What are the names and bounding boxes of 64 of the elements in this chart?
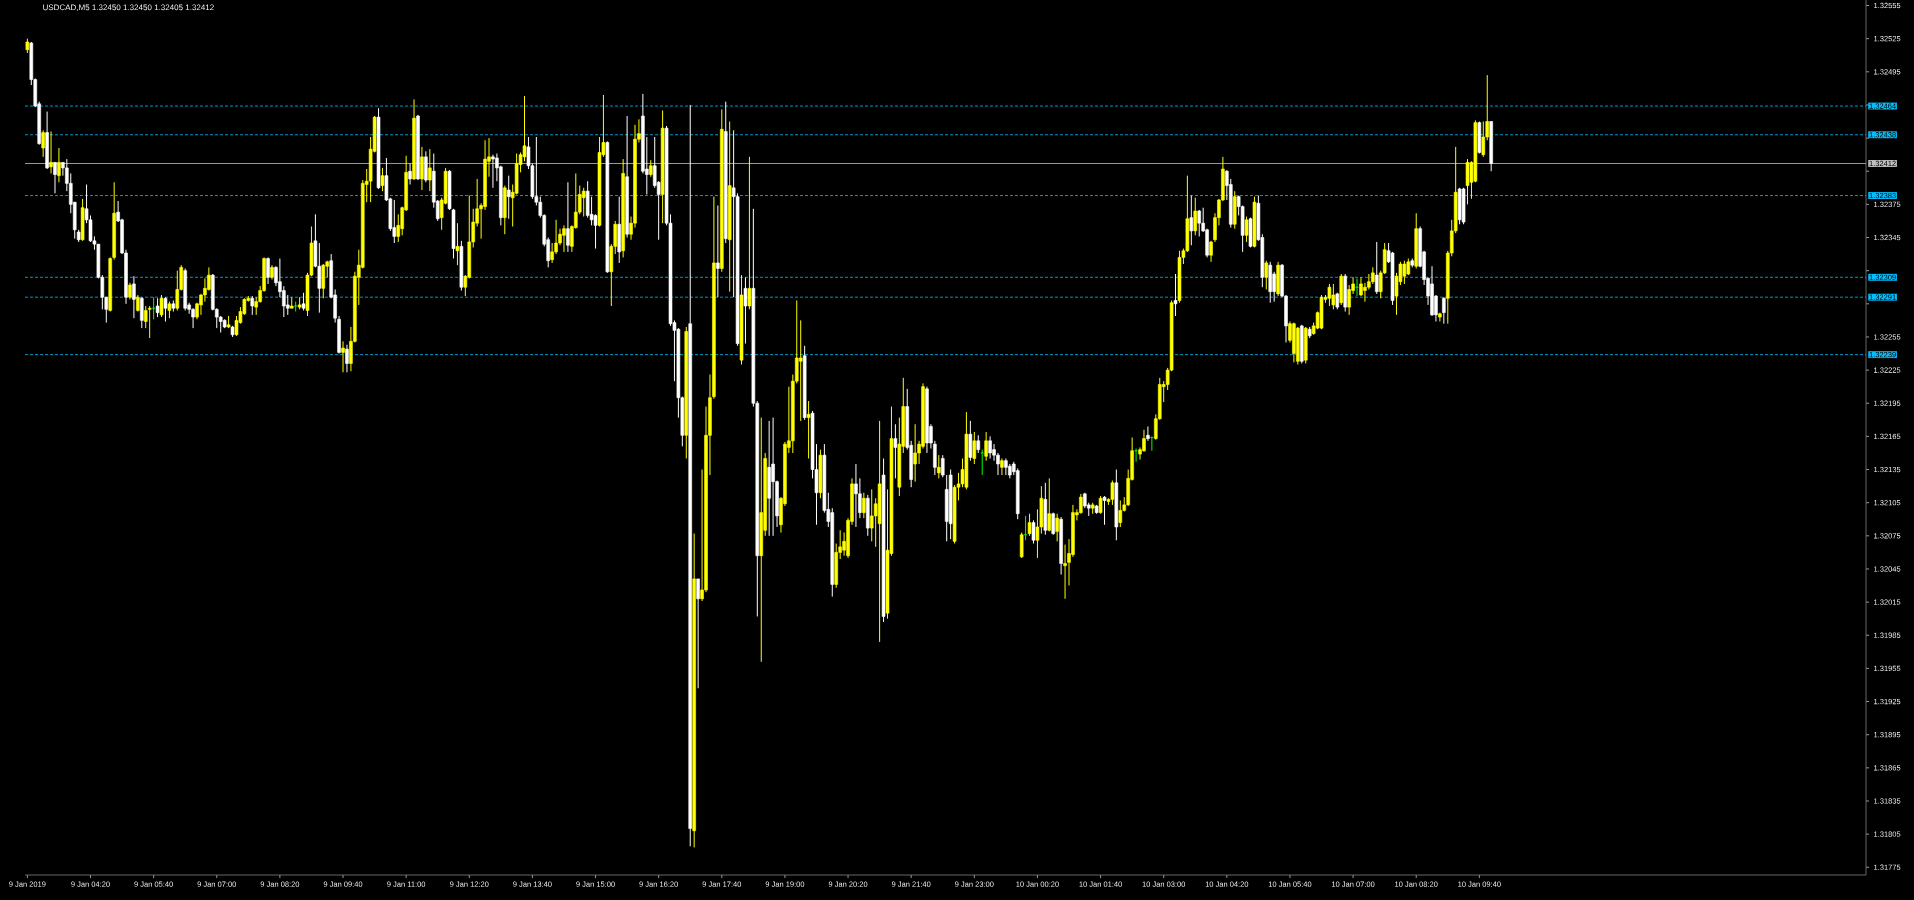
candlestick — [140, 296, 144, 329]
candlestick — [893, 423, 898, 479]
candlestick — [1442, 296, 1446, 325]
candlestick — [491, 154, 495, 189]
candlestick — [1244, 216, 1249, 243]
candlestick — [424, 150, 428, 183]
candlestick — [1027, 513, 1032, 537]
candlestick — [988, 435, 992, 459]
candlestick — [1004, 457, 1008, 476]
candlestick — [266, 256, 270, 285]
candlestick — [1019, 532, 1024, 559]
candlestick — [1481, 121, 1486, 158]
candlestick — [696, 578, 700, 689]
candlestick — [562, 224, 566, 253]
candlestick — [771, 417, 775, 537]
candlestick — [345, 344, 349, 373]
candlestick — [455, 222, 460, 266]
candlestick — [175, 270, 180, 311]
candlestick — [341, 340, 345, 373]
candlestick — [1264, 260, 1269, 290]
candlestick — [566, 181, 570, 253]
candlestick — [984, 431, 988, 462]
candlestick — [53, 161, 57, 194]
candlestick — [1110, 480, 1115, 506]
candlestick — [408, 163, 412, 185]
candlestick — [798, 319, 803, 422]
candlestick — [1146, 425, 1150, 442]
candlestick — [506, 175, 511, 220]
candlestick — [913, 423, 917, 483]
candlestick — [980, 449, 984, 476]
candlestick — [159, 294, 164, 318]
candlestick — [392, 199, 397, 244]
candlestick — [862, 492, 866, 519]
chart-title: USDCAD,M5 1.32450 1.32450 1.32405 1.32412 — [43, 4, 214, 12]
candlestick — [854, 463, 858, 528]
candlestick — [581, 187, 586, 218]
candlestick — [317, 242, 322, 314]
candlestick — [1197, 209, 1201, 237]
candlestick — [1055, 513, 1059, 542]
candlestick — [380, 167, 385, 192]
candlestick — [1031, 519, 1036, 545]
candlestick — [49, 130, 53, 174]
candlestick — [41, 129, 45, 158]
candlestick — [806, 400, 811, 459]
candlestick — [420, 146, 424, 191]
candlestick — [1465, 158, 1470, 205]
candlestick — [147, 305, 152, 339]
candlestick — [716, 204, 720, 298]
candlestick — [1173, 273, 1178, 317]
candlestick — [968, 420, 973, 462]
candlestick — [321, 263, 326, 299]
candlestick — [747, 156, 752, 310]
candlestick — [937, 454, 941, 479]
candlestick — [132, 275, 136, 319]
candlestick — [1327, 283, 1332, 307]
candlestick — [155, 297, 160, 318]
candlestick — [1047, 477, 1052, 532]
candlestick — [191, 307, 195, 329]
candlestick — [1118, 499, 1123, 528]
candlestick — [57, 147, 61, 183]
candlestick — [286, 294, 290, 316]
candlestick — [1000, 457, 1004, 476]
candlestick — [428, 148, 432, 192]
candlestick — [743, 276, 748, 345]
